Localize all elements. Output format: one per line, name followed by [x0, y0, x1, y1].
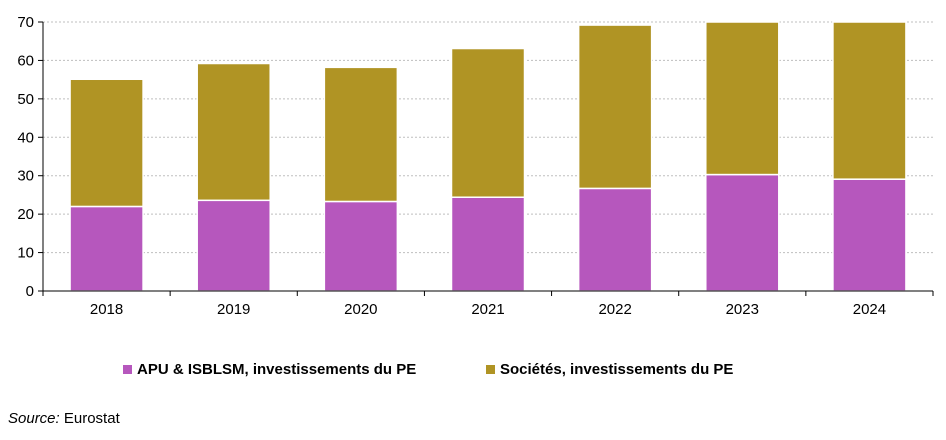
bar-segment-2023-series-1	[705, 21, 780, 176]
x-tick-label-2021: 2021	[471, 301, 504, 318]
y-tick-label-40: 40	[17, 129, 34, 146]
bar-segment-2024-series-1	[832, 21, 907, 180]
bar-segment-2018-series-1	[69, 78, 144, 208]
x-tick-label-2022: 2022	[598, 301, 631, 318]
tick-labels: 0 10 20 30 40 50 60 70 2018 2019 2020 2021 2022 2023 2…	[17, 14, 886, 318]
bar-segment-2020-series-1	[323, 66, 399, 203]
bar-segment-2022-series-1	[577, 24, 653, 190]
stacked-bar-chart: 0 10 20 30 40 50 60 70 2018 2019 2020 2021 2022 2023 2…	[17, 14, 934, 318]
bar-segment-2021-series-1	[450, 47, 526, 198]
y-tick-label-70: 70	[17, 14, 34, 31]
bar-segment-2019-series-1	[196, 62, 271, 202]
bars	[69, 21, 907, 292]
x-tick-label-2024: 2024	[853, 301, 886, 318]
legend-label-apu: APU & ISBLSM, investissements du PE	[137, 361, 417, 378]
bar-segment-2024-series-0	[832, 178, 907, 292]
source-text: Eurostat	[63, 410, 120, 427]
bar-segment-2021-series-0	[450, 196, 526, 292]
bar-segment-2018-series-0	[69, 205, 144, 292]
y-tick-label-60: 60	[17, 52, 34, 69]
legend: APU & ISBLSM, investissements du PE Soci…	[0, 361, 946, 383]
y-tick-label-10: 10	[17, 245, 34, 262]
x-tick-label-2023: 2023	[726, 301, 759, 318]
x-tick-label-2018: 2018	[90, 301, 123, 318]
source-note: Source: Eurostat	[8, 410, 120, 427]
x-tick-label-2019: 2019	[217, 301, 250, 318]
source-label: Source:	[8, 410, 60, 427]
legend-item-societes: Sociétés, investissements du PE	[486, 361, 733, 378]
y-tick-label-30: 30	[17, 168, 34, 185]
y-tick-label-20: 20	[17, 206, 34, 223]
bar-segment-2023-series-0	[705, 173, 780, 292]
bar-segment-2019-series-0	[196, 199, 271, 292]
axes	[38, 21, 934, 296]
legend-swatch-apu	[123, 365, 132, 374]
legend-item-apu: APU & ISBLSM, investissements du PE	[123, 361, 416, 378]
bar-segment-2020-series-0	[323, 200, 399, 292]
legend-label-societes: Sociétés, investissements du PE	[500, 361, 734, 378]
y-tick-label-50: 50	[17, 91, 34, 108]
x-tick-label-2020: 2020	[344, 301, 377, 318]
y-tick-label-0: 0	[26, 283, 34, 300]
bar-segment-2022-series-0	[577, 187, 653, 292]
legend-swatch-societes	[486, 365, 495, 374]
